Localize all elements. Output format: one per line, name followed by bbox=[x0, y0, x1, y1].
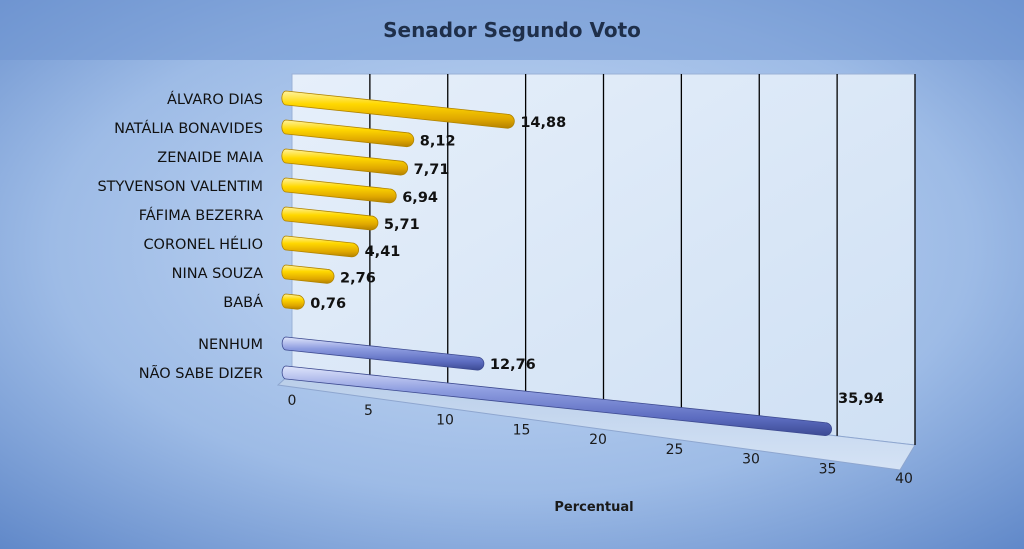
bar bbox=[281, 206, 379, 231]
category-label: ÁLVARO DIAS bbox=[167, 91, 263, 108]
bars bbox=[281, 90, 832, 437]
value-label: 4,41 bbox=[365, 244, 401, 260]
value-label: 0,76 bbox=[310, 296, 346, 312]
value-label: 7,71 bbox=[414, 162, 450, 178]
x-tick-label: 0 bbox=[288, 393, 297, 409]
bar bbox=[281, 293, 305, 310]
value-labels: 14,88 8,12 7,71 6,94 5,71 4,41 2,76 0,76 12,76 35… bbox=[310, 115, 884, 407]
category-label: ZENAIDE MAIA bbox=[157, 150, 263, 166]
category-label: BABÁ bbox=[223, 294, 263, 311]
value-label: 6,94 bbox=[402, 190, 438, 206]
value-label: 35,94 bbox=[838, 391, 884, 407]
category-label: NATÁLIA BONAVIDES bbox=[114, 120, 263, 137]
x-axis-title: Percentual bbox=[554, 500, 633, 515]
value-label: 8,12 bbox=[420, 134, 456, 150]
category-labels: ÁLVARO DIAS NATÁLIA BONAVIDES ZENAIDE MAIA… bbox=[97, 91, 263, 382]
x-axis-ticks: 0 5 10 15 20 25 30 35 40 bbox=[288, 393, 913, 487]
category-label: NENHUM bbox=[198, 337, 263, 353]
bar bbox=[281, 235, 359, 258]
x-tick-label: 10 bbox=[436, 413, 454, 429]
bar bbox=[281, 264, 335, 284]
bar bbox=[281, 90, 515, 129]
x-tick-label: 15 bbox=[513, 422, 531, 438]
bar bbox=[281, 365, 832, 437]
x-tick-label: 25 bbox=[666, 442, 684, 458]
category-label: STYVENSON VALENTIM bbox=[97, 179, 263, 195]
bar bbox=[281, 336, 485, 371]
bar bbox=[281, 148, 409, 176]
bar bbox=[281, 177, 397, 204]
bar bbox=[281, 119, 415, 148]
x-tick-label: 5 bbox=[364, 403, 373, 419]
value-label: 12,76 bbox=[490, 357, 536, 373]
title-band bbox=[0, 0, 1024, 60]
category-label: CORONEL HÉLIO bbox=[143, 236, 263, 253]
category-label: FÁFIMA BEZERRA bbox=[139, 207, 263, 224]
category-label: NÃO SABE DIZER bbox=[139, 365, 263, 382]
category-label: NINA SOUZA bbox=[172, 266, 263, 282]
x-tick-label: 35 bbox=[819, 461, 837, 477]
chart-title: Senador Segundo Voto bbox=[383, 18, 641, 42]
value-label: 2,76 bbox=[340, 270, 376, 286]
value-label: 5,71 bbox=[384, 217, 420, 233]
value-label: 14,88 bbox=[520, 115, 566, 131]
x-tick-label: 20 bbox=[589, 432, 607, 448]
x-tick-label: 40 bbox=[895, 471, 913, 487]
x-tick-label: 30 bbox=[742, 452, 760, 468]
